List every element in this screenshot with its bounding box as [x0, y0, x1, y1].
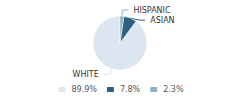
svg-text:HISPANIC: HISPANIC: [133, 6, 171, 15]
svg-text:7.8%: 7.8%: [120, 85, 141, 94]
svg-text:89.9%: 89.9%: [71, 85, 97, 94]
svg-text:ASIAN: ASIAN: [150, 16, 174, 25]
svg-text:WHITE: WHITE: [72, 70, 98, 79]
svg-text:2.3%: 2.3%: [163, 85, 184, 94]
